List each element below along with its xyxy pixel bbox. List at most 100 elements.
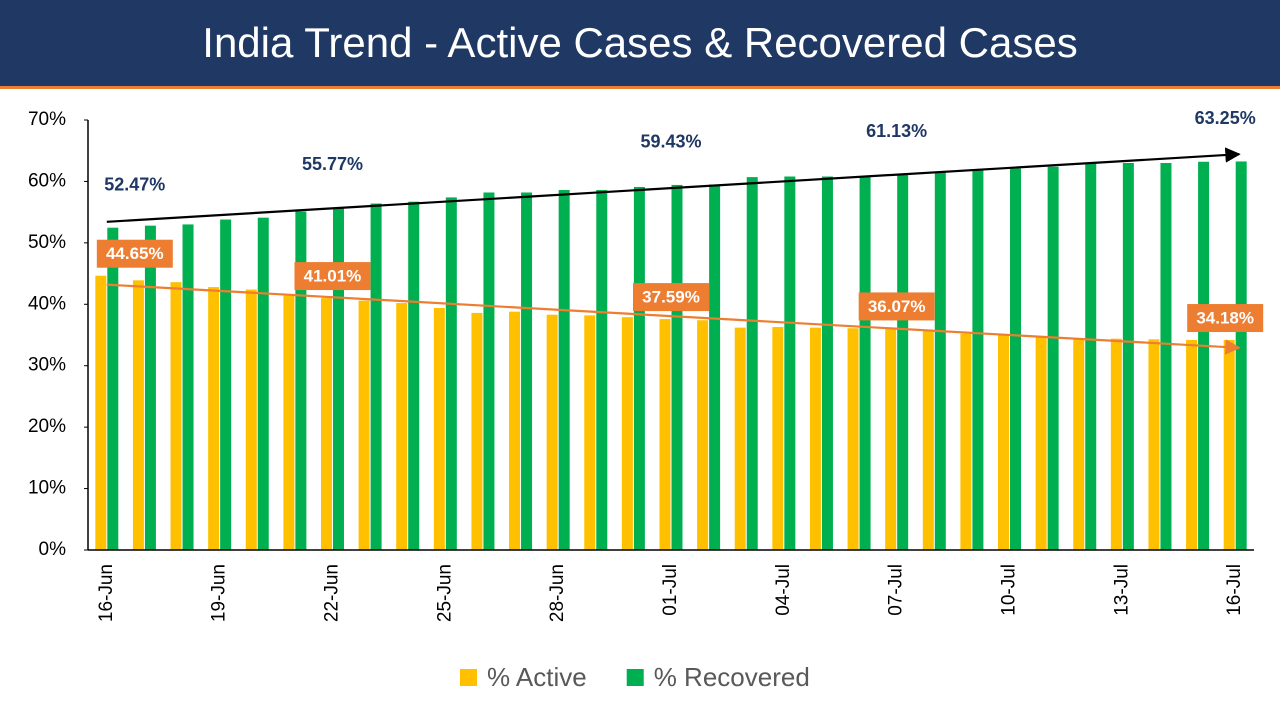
data-label: 55.77% <box>302 154 363 174</box>
bar <box>144 225 156 550</box>
bar <box>182 224 194 550</box>
data-label: 44.65% <box>106 244 164 263</box>
bar <box>1160 163 1172 550</box>
legend-item: % Active <box>460 662 587 692</box>
y-tick-label: 10% <box>28 478 66 499</box>
x-tick-label: 28-Jun <box>547 564 568 622</box>
bar <box>885 328 897 550</box>
bar <box>483 192 495 550</box>
header-bar <box>0 0 1280 89</box>
data-label-box <box>294 262 371 291</box>
bar <box>697 320 709 550</box>
x-tick-label: 10-Jul <box>999 564 1020 616</box>
x-tick-label: 25-Jun <box>434 564 455 622</box>
x-tick-label: 22-Jun <box>321 564 342 622</box>
bar <box>220 219 232 550</box>
bar <box>295 211 307 550</box>
bar <box>1223 340 1235 550</box>
bar <box>734 327 746 550</box>
x-tick-label: 01-Jul <box>660 564 681 616</box>
bar <box>1198 161 1210 550</box>
bar <box>972 169 984 550</box>
data-label: 61.13% <box>866 121 927 141</box>
bar <box>897 174 909 550</box>
data-label: 63.25% <box>1195 108 1256 128</box>
data-label: 52.47% <box>104 174 165 194</box>
bar <box>859 175 871 550</box>
bar <box>1085 163 1097 550</box>
bar <box>332 207 344 551</box>
data-label: 37.59% <box>642 288 700 307</box>
data-label: 41.01% <box>304 267 362 286</box>
x-tick-label: 07-Jul <box>886 564 907 616</box>
y-tick-label: 70% <box>28 109 66 130</box>
trend-line <box>106 147 1241 223</box>
bar <box>960 333 972 550</box>
bar <box>709 184 721 550</box>
x-tick-label: 16-Jun <box>96 564 117 622</box>
x-tick-label: 16-Jul <box>1224 564 1245 616</box>
bar <box>433 307 445 550</box>
bar <box>1010 168 1022 550</box>
y-tick-label: 40% <box>28 293 66 314</box>
bar <box>370 203 382 550</box>
data-label: 36.07% <box>868 297 926 316</box>
bar <box>772 327 784 550</box>
bar <box>358 300 370 550</box>
bar <box>746 177 758 550</box>
bar <box>132 280 144 550</box>
bar <box>320 298 332 550</box>
bar <box>471 312 483 550</box>
trend-line <box>106 283 1241 355</box>
bar <box>633 186 645 550</box>
bar <box>95 275 107 550</box>
data-label-box <box>633 283 709 312</box>
bar <box>1110 338 1122 550</box>
bar <box>283 295 295 550</box>
chart-title: India Trend - Active Cases & Recovered C… <box>202 19 1078 66</box>
bar <box>1047 166 1059 550</box>
legend-label: % Active <box>487 662 587 692</box>
y-tick-label: 20% <box>28 416 66 437</box>
bar <box>596 190 608 550</box>
data-label-box <box>858 292 935 321</box>
bar <box>821 176 833 550</box>
bar <box>1235 161 1247 550</box>
bar <box>671 184 683 550</box>
bar <box>396 303 408 550</box>
y-tick-label: 0% <box>39 539 67 560</box>
legend-item: % Recovered <box>626 662 810 692</box>
bar <box>208 287 220 550</box>
data-label: 59.43% <box>640 132 701 152</box>
bar <box>934 172 946 550</box>
data-label: 34.18% <box>1196 309 1254 328</box>
data-label-box <box>1187 304 1264 333</box>
bar <box>1186 339 1198 550</box>
bar <box>521 192 533 550</box>
chart: 0% 10% 20% 30% 40% 50% 60% 70% 16-Jun 19-Jun 22-Ju… <box>28 108 1264 692</box>
bar <box>1148 339 1160 550</box>
legend-label: % Recovered <box>654 662 810 692</box>
bar <box>998 335 1010 550</box>
y-tick-label: 60% <box>28 170 66 191</box>
x-tick-label: 13-Jul <box>1111 564 1132 616</box>
bar <box>558 190 570 550</box>
bar <box>1122 163 1134 550</box>
x-tick-label: 04-Jul <box>773 564 794 616</box>
bar <box>170 282 182 550</box>
y-tick-label: 50% <box>28 232 66 253</box>
bar <box>1073 338 1085 550</box>
y-tick-label: 30% <box>28 355 66 376</box>
bar <box>659 319 671 550</box>
bar <box>1035 336 1047 550</box>
bar <box>784 176 796 550</box>
bar <box>546 314 558 550</box>
bar <box>408 201 420 550</box>
legend-swatch <box>460 669 477 686</box>
bar <box>107 227 119 551</box>
bar <box>847 328 859 550</box>
bar <box>922 330 934 550</box>
bar <box>621 317 633 550</box>
data-label-box <box>96 239 173 268</box>
